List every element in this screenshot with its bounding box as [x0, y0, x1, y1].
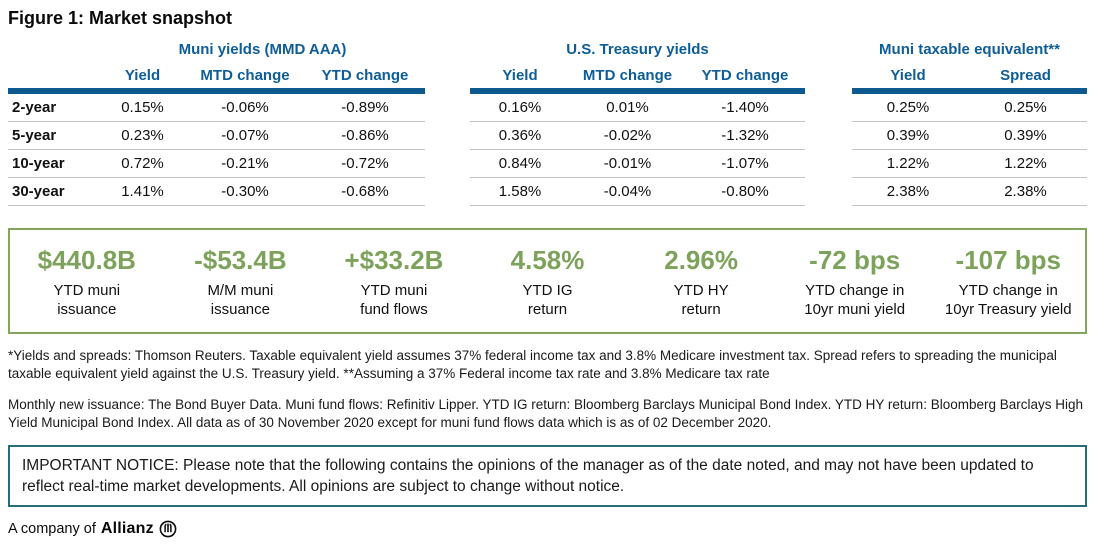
stat-ytd-ig-return: 4.58% YTD IG return — [471, 243, 625, 319]
table-row: 5-year 0.23% -0.07% -0.86% 0.36% -0.02% … — [8, 122, 1087, 150]
row-label: 2-year — [12, 99, 57, 116]
cell-treasury-yield: 1.58% — [498, 183, 542, 200]
cell-muni-yield: 1.41% — [121, 183, 164, 200]
footnote-data-sources: Monthly new issuance: The Bond Buyer Dat… — [8, 397, 1084, 430]
cell-muni-mtd: -0.30% — [221, 183, 269, 200]
cell-treasury-ytd: -1.40% — [721, 99, 769, 116]
stat-value: 4.58% — [510, 245, 585, 275]
allianz-eagle-icon — [159, 520, 177, 538]
row-label: 5-year — [12, 127, 57, 144]
cell-taxable-yield: 0.39% — [886, 127, 930, 144]
stat-label: YTD HY return — [673, 282, 729, 318]
cell-muni-yield: 0.15% — [121, 99, 164, 116]
group-title-muni-yields: Muni yields (MMD AAA) — [178, 41, 347, 58]
cell-treasury-mtd: -0.04% — [603, 183, 652, 200]
cell-muni-mtd: -0.07% — [221, 127, 269, 144]
stat-value: -$53.4B — [194, 245, 287, 275]
cell-treasury-ytd: -1.07% — [721, 155, 769, 172]
stat-value: -72 bps — [809, 245, 901, 275]
key-stats-box: $440.8B YTD muni issuance -$53.4B M/M mun… — [8, 228, 1087, 334]
group-title-taxable-equivalent: Muni taxable equivalent** — [879, 41, 1060, 58]
stat-ytd-hy-return: 2.96% YTD HY return — [624, 243, 778, 319]
cell-treasury-ytd: -1.32% — [721, 127, 769, 144]
cell-taxable-spread: 2.38% — [1004, 183, 1047, 200]
column-header: Yield — [502, 66, 538, 84]
market-snapshot-table: Muni yields (MMD AAA) U.S. Treasury yiel… — [8, 37, 1087, 206]
column-header: Yield — [890, 66, 926, 84]
stat-value: -107 bps — [955, 245, 1062, 275]
stat-mm-muni-issuance: -$53.4B M/M muni issuance — [164, 243, 318, 319]
page-title: Figure 1: Market snapshot — [8, 8, 233, 28]
stat-label: YTD muni issuance — [53, 282, 121, 318]
cell-treasury-yield: 0.16% — [498, 99, 542, 116]
stat-ytd-fund-flows: +$33.2B YTD muni fund flows — [317, 243, 471, 319]
cell-taxable-spread: 0.39% — [1004, 127, 1047, 144]
stat-value: $440.8B — [37, 245, 136, 275]
cell-treasury-ytd: -0.80% — [721, 183, 769, 200]
cell-taxable-spread: 0.25% — [1004, 99, 1047, 116]
cell-treasury-yield: 0.84% — [498, 155, 542, 172]
cell-muni-mtd: -0.21% — [221, 155, 269, 172]
table-row: 30-year 1.41% -0.30% -0.68% 1.58% -0.04%… — [8, 178, 1087, 206]
stat-label: M/M muni issuance — [207, 282, 274, 318]
cell-muni-ytd: -0.89% — [341, 99, 389, 116]
cell-muni-ytd: -0.86% — [341, 127, 389, 144]
row-label: 30-year — [12, 183, 65, 200]
cell-muni-ytd: -0.72% — [341, 155, 389, 172]
footnote-yields-sources: *Yields and spreads: Thomson Reuters. Ta… — [8, 348, 1057, 381]
cell-taxable-spread: 1.22% — [1004, 155, 1047, 172]
row-label: 10-year — [12, 155, 65, 172]
stat-value: 2.96% — [664, 245, 738, 275]
cell-treasury-mtd: -0.02% — [603, 127, 652, 144]
column-header: YTD change — [321, 66, 409, 84]
cell-muni-mtd: -0.06% — [221, 99, 269, 116]
stat-label: YTD IG return — [522, 282, 573, 318]
table-group-title-row: Muni yields (MMD AAA) U.S. Treasury yiel… — [8, 37, 1087, 62]
stat-ytd-muni-issuance: $440.8B YTD muni issuance — [10, 243, 164, 319]
cell-taxable-yield: 2.38% — [886, 183, 930, 200]
stat-label: YTD change in 10yr muni yield — [804, 282, 906, 318]
table-row: 2-year 0.15% -0.06% -0.89% 0.16% 0.01% -… — [8, 94, 1087, 122]
column-header: YTD change — [701, 66, 789, 84]
column-header: Yield — [124, 66, 161, 84]
table-column-header-row: Yield MTD change YTD change Yield MTD ch… — [8, 62, 1087, 88]
column-header: Spread — [1000, 66, 1051, 84]
column-header: MTD change — [200, 66, 290, 84]
stat-value: +$33.2B — [344, 245, 444, 275]
cell-treasury-yield: 0.36% — [498, 127, 542, 144]
stat-ytd-change-treasury-yield: -107 bps YTD change in 10yr Treasury yiel… — [931, 243, 1085, 319]
cell-muni-yield: 0.23% — [121, 127, 164, 144]
footer-prefix: A company of — [8, 521, 96, 537]
footer: A company of Allianz — [8, 520, 1087, 538]
cell-muni-yield: 0.72% — [121, 155, 164, 172]
important-notice-box: IMPORTANT NOTICE: Please note that the f… — [8, 445, 1087, 507]
cell-muni-ytd: -0.68% — [341, 183, 389, 200]
cell-treasury-mtd: -0.01% — [603, 155, 652, 172]
stat-label: YTD muni fund flows — [360, 282, 428, 318]
cell-taxable-yield: 1.22% — [886, 155, 930, 172]
cell-taxable-yield: 0.25% — [886, 99, 930, 116]
column-header: MTD change — [582, 66, 673, 84]
stat-ytd-change-muni-yield: -72 bps YTD change in 10yr muni yield — [778, 243, 932, 319]
allianz-brand-label: Allianz — [100, 520, 154, 537]
table-row: 10-year 0.72% -0.21% -0.72% 0.84% -0.01%… — [8, 150, 1087, 178]
stat-label: YTD change in 10yr Treasury yield — [944, 282, 1072, 318]
group-title-treasury-yields: U.S. Treasury yields — [566, 41, 709, 58]
table-header-bar — [8, 88, 1087, 94]
cell-treasury-mtd: 0.01% — [606, 99, 649, 116]
